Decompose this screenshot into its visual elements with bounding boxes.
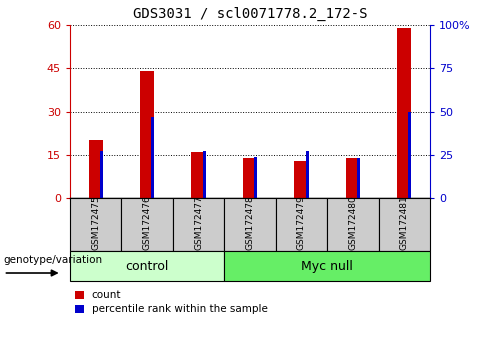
Bar (122, 198, 173, 251)
Text: GSM172478: GSM172478 (246, 195, 254, 250)
Bar (327, 198, 378, 251)
Bar (192, 152, 206, 198)
Bar (306, 152, 308, 198)
Bar (294, 161, 308, 198)
Bar (152, 117, 154, 198)
Text: GSM172481: GSM172481 (400, 195, 409, 250)
Bar (276, 198, 327, 251)
Bar (224, 251, 430, 281)
Legend: count, percentile rank within the sample: count, percentile rank within the sample (75, 290, 268, 314)
Bar (397, 28, 411, 198)
Bar (140, 71, 154, 198)
Text: control: control (126, 260, 169, 273)
Bar (224, 198, 276, 251)
Bar (243, 158, 257, 198)
Bar (173, 198, 225, 251)
Text: Myc null: Myc null (301, 260, 353, 273)
Bar (408, 112, 412, 198)
Bar (378, 198, 430, 251)
Bar (70, 198, 122, 251)
Text: genotype/variation: genotype/variation (4, 255, 102, 265)
Bar (202, 152, 206, 198)
Bar (88, 141, 103, 198)
Text: GSM172479: GSM172479 (297, 195, 306, 250)
Text: GSM172475: GSM172475 (91, 195, 100, 250)
Bar (254, 156, 257, 198)
Bar (70, 251, 224, 281)
Bar (357, 158, 360, 198)
Bar (346, 158, 360, 198)
Text: GSM172476: GSM172476 (142, 195, 152, 250)
Text: GSM172480: GSM172480 (348, 195, 358, 250)
Bar (100, 152, 103, 198)
Title: GDS3031 / scl0071778.2_172-S: GDS3031 / scl0071778.2_172-S (133, 7, 367, 21)
Text: GSM172477: GSM172477 (194, 195, 203, 250)
